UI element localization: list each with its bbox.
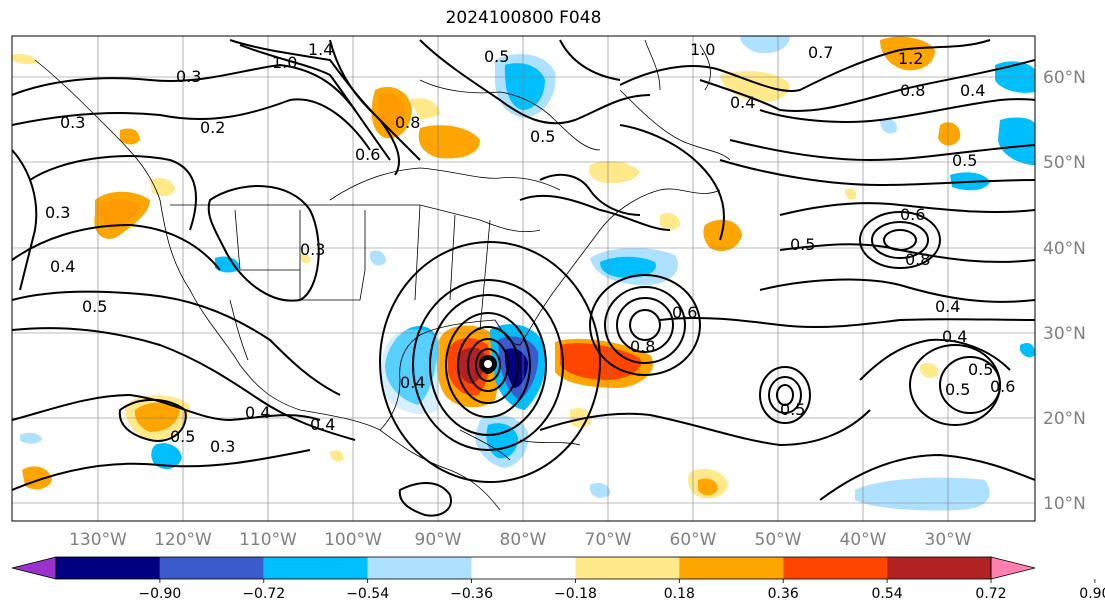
lon-label: 60°W xyxy=(670,530,717,550)
contour-label: 0.5 xyxy=(530,127,555,146)
lon-label: 120°W xyxy=(154,530,212,550)
map-title: 2024100800 F048 xyxy=(445,8,602,28)
contour-label: 0.8 xyxy=(630,337,655,356)
contour-label: 0.6 xyxy=(355,145,380,164)
contour-label: 0.5 xyxy=(790,235,815,254)
lon-label: 110°W xyxy=(239,530,297,550)
contour-label: 0.5 xyxy=(82,297,107,316)
contour-label: 0.4 xyxy=(960,81,985,100)
colorbar-extend-high xyxy=(990,556,1036,580)
contour-label: 0.5 xyxy=(952,151,977,170)
lon-label: 70°W xyxy=(585,530,632,550)
contour-label: 0.6 xyxy=(672,303,697,322)
contour-label: 0.3 xyxy=(300,240,325,259)
longitude-labels: 130°W 120°W 110°W 100°W 90°W 80°W 70°W 6… xyxy=(69,530,972,550)
colorbar-tick-label: −0.72 xyxy=(242,586,285,602)
contour-label: 0.4 xyxy=(50,257,75,276)
lat-label: 10°N xyxy=(1043,494,1086,514)
colorbar-extend-low xyxy=(11,556,57,580)
lon-label: 80°W xyxy=(500,530,547,550)
lat-label: 60°N xyxy=(1043,68,1086,88)
colorbar-tick-label: 0.18 xyxy=(664,586,695,602)
contour-label: 0.8 xyxy=(905,250,930,269)
lon-label: 50°W xyxy=(755,530,802,550)
lat-label: 30°N xyxy=(1043,324,1086,344)
colorbar-tick-label: −0.90 xyxy=(138,586,181,602)
lon-label: 40°W xyxy=(840,530,887,550)
contour-label-group: 0.3 1.4 1.0 1.0 0.7 1.2 0.2 0.8 0.6 0.5 … xyxy=(45,40,1015,456)
colorbar-tick-label: 0.36 xyxy=(768,586,799,602)
contour-label: 0.5 xyxy=(968,360,993,379)
contour-label: 0.6 xyxy=(900,205,925,224)
contour-label: 0.5 xyxy=(780,400,805,419)
graticule xyxy=(12,36,1035,521)
contour-label: 0.4 xyxy=(310,415,335,434)
contour-label: 0.4 xyxy=(245,403,270,422)
coastlines xyxy=(34,39,731,511)
contour-label: 0.7 xyxy=(808,43,833,62)
contour-label: 0.8 xyxy=(900,81,925,100)
contour-label: 0.5 xyxy=(170,427,195,446)
contour-label: 0.2 xyxy=(200,118,225,137)
lon-label: 130°W xyxy=(69,530,127,550)
contour-label: 0.6 xyxy=(990,377,1015,396)
colorbar-bin xyxy=(159,557,264,579)
contour-label: 1.2 xyxy=(898,49,923,68)
colorbar-tick-label: 0.72 xyxy=(975,586,1006,602)
colorbar-bin xyxy=(679,557,784,579)
contour-label: 0.5 xyxy=(945,380,970,399)
colorbar-bin xyxy=(471,557,576,579)
colorbar-tick-label: 0.90 xyxy=(1079,586,1105,602)
contour-label: 1.0 xyxy=(690,40,715,59)
latitude-labels: 60°N 50°N 40°N 30°N 20°N 10°N xyxy=(1043,68,1086,514)
lat-label: 20°N xyxy=(1043,409,1086,429)
colorbar: −0.90 −0.72 −0.54 −0.36 −0.18 0.18 0.36 0.54 0.7… xyxy=(11,556,1105,602)
colorbar-bin xyxy=(887,557,991,579)
colorbar-frame xyxy=(55,556,992,580)
colorbar-bin xyxy=(575,557,680,579)
lat-label: 50°N xyxy=(1043,153,1086,173)
colorbar-tick-label: −0.54 xyxy=(346,586,389,602)
contour-label: 0.8 xyxy=(395,113,420,132)
contour-label: 0.4 xyxy=(400,373,425,392)
contour-label: 0.5 xyxy=(484,47,509,66)
colorbar-bin xyxy=(56,557,160,579)
contour-label: 0.3 xyxy=(60,113,85,132)
colorbar-bin xyxy=(783,557,888,579)
contour-label: 0.3 xyxy=(45,203,70,222)
contour-label: 0.4 xyxy=(935,297,960,316)
contour-label: 0.3 xyxy=(210,437,235,456)
contour-label: 0.4 xyxy=(730,93,755,112)
map-frame xyxy=(11,35,1036,522)
lon-label: 90°W xyxy=(415,530,462,550)
lon-label: 100°W xyxy=(324,530,382,550)
lon-label: 30°W xyxy=(925,530,972,550)
colorbar-tick-label: −0.18 xyxy=(554,586,597,602)
colorbar-bin xyxy=(367,557,472,579)
lat-label: 40°N xyxy=(1043,239,1086,259)
contour-label: 1.4 xyxy=(308,40,333,59)
colorbar-bin xyxy=(263,557,368,579)
contour-label: 0.4 xyxy=(942,327,967,346)
contour-lines xyxy=(12,39,1035,517)
contour-label: 1.0 xyxy=(272,53,297,72)
colorbar-tick-label: 0.54 xyxy=(872,586,903,602)
contour-label: 0.3 xyxy=(176,67,201,86)
colorbar-tick-label: −0.36 xyxy=(450,586,493,602)
hurricane-eye xyxy=(484,360,492,368)
